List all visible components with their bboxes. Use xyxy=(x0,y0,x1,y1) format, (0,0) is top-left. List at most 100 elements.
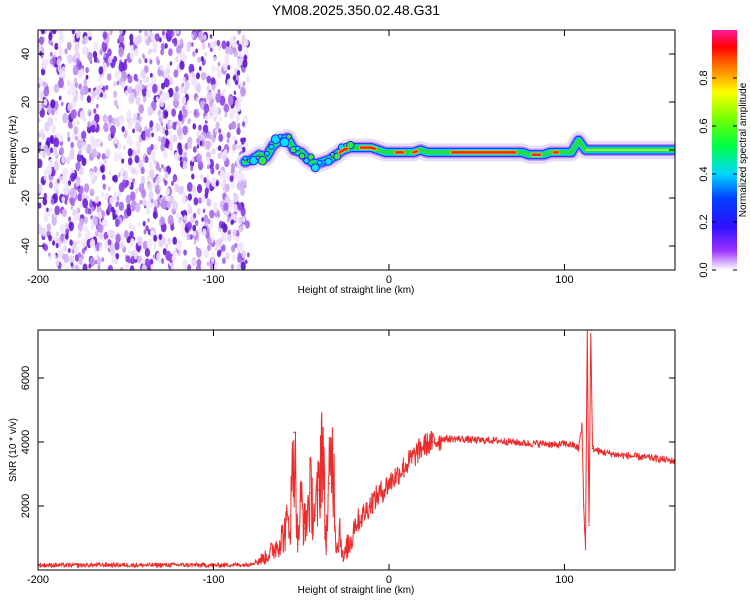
noise-speckle xyxy=(93,57,97,63)
snr-point xyxy=(72,564,74,566)
noise-speckle xyxy=(118,46,124,57)
noise-speckle xyxy=(144,155,149,163)
noise-speckle xyxy=(100,191,105,199)
spectrogram-ytick-label: -40 xyxy=(20,238,32,254)
noise-speckle xyxy=(76,32,80,39)
noise-speckle xyxy=(68,255,75,265)
noise-speckle xyxy=(209,209,215,219)
noise-speckle xyxy=(192,185,196,193)
snr-point xyxy=(572,444,574,447)
noise-speckle xyxy=(68,216,71,222)
noise-speckle xyxy=(160,65,164,71)
noise-speckle xyxy=(56,58,61,66)
noise-speckle xyxy=(180,161,184,168)
noise-speckle xyxy=(157,258,161,264)
noise-speckle xyxy=(41,132,46,140)
noise-speckle xyxy=(203,103,210,114)
noise-speckle xyxy=(231,163,235,170)
noise-speckle xyxy=(150,72,153,78)
noise-speckle xyxy=(76,153,82,163)
noise-speckle xyxy=(142,240,148,250)
noise-speckle xyxy=(85,66,89,74)
noise-speckle xyxy=(90,124,96,133)
noise-speckle xyxy=(67,132,70,137)
snr-point xyxy=(353,524,355,526)
noise-speckle xyxy=(62,167,69,178)
noise-speckle xyxy=(182,125,188,136)
noise-speckle xyxy=(183,215,188,221)
snr-ticks: -200 -100 0 100 2000 4000 6000 xyxy=(20,330,675,586)
noise-speckle xyxy=(79,86,86,97)
noise-speckle xyxy=(203,249,209,259)
noise-speckle xyxy=(78,149,82,155)
noise-speckle xyxy=(45,217,49,222)
noise-speckle xyxy=(144,248,150,257)
noise-speckle xyxy=(38,158,43,169)
noise-speckle xyxy=(84,145,88,150)
noise-speckle xyxy=(237,95,243,104)
noise-speckle xyxy=(149,258,154,266)
noise-speckle xyxy=(235,80,238,85)
noise-speckle xyxy=(147,174,151,182)
track-blob xyxy=(316,159,323,166)
noise-speckle xyxy=(192,123,197,130)
noise-speckle xyxy=(190,71,195,78)
noise-speckle xyxy=(235,114,241,123)
noise-speckle xyxy=(203,34,207,41)
noise-speckle xyxy=(149,59,153,65)
noise-speckle xyxy=(204,187,209,195)
noise-speckle xyxy=(61,175,65,182)
snr-point xyxy=(414,454,417,456)
noise-speckle xyxy=(129,33,134,42)
noise-speckle xyxy=(102,114,108,123)
snr-point xyxy=(325,543,327,546)
snr-point xyxy=(289,514,292,517)
noise-speckle xyxy=(57,42,61,48)
noise-speckle xyxy=(129,92,136,103)
noise-speckle xyxy=(211,65,216,73)
noise-speckle xyxy=(139,199,143,205)
noise-speckle xyxy=(187,141,193,150)
noise-speckle xyxy=(130,118,134,126)
noise-speckle xyxy=(129,265,135,270)
noise-speckle xyxy=(204,51,207,57)
noise-speckle xyxy=(224,183,230,192)
noise-speckle xyxy=(198,66,202,71)
noise-speckle xyxy=(196,184,203,194)
snr-frame xyxy=(37,329,676,571)
snr-point xyxy=(300,498,303,501)
noise-speckle xyxy=(230,264,235,270)
snr-point xyxy=(379,492,382,495)
noise-speckle xyxy=(236,70,241,76)
noise-speckle xyxy=(67,103,72,112)
noise-speckle xyxy=(157,174,162,183)
snr-xtick-label: -100 xyxy=(202,574,224,586)
noise-speckle xyxy=(195,246,199,251)
track-blob xyxy=(346,140,355,150)
noise-speckle xyxy=(113,152,120,163)
noise-speckle xyxy=(142,54,146,60)
noise-speckle xyxy=(116,104,119,110)
noise-speckle xyxy=(38,88,42,97)
snr-point xyxy=(511,441,513,443)
noise-speckle xyxy=(145,225,149,232)
snr-point xyxy=(335,546,338,549)
noise-speckle xyxy=(58,30,64,36)
noise-speckle xyxy=(210,177,217,187)
colorbar-tick-label: 0.2 xyxy=(698,214,710,229)
noise-speckle xyxy=(124,261,130,270)
noise-speckle xyxy=(95,230,99,237)
noise-speckle xyxy=(138,159,144,169)
noise-speckle xyxy=(244,142,249,149)
noise-speckle xyxy=(128,248,131,254)
noise-speckle xyxy=(139,79,143,85)
noise-speckle xyxy=(196,247,202,258)
snr-point xyxy=(332,447,334,450)
noise-speckle xyxy=(153,242,157,248)
noise-speckle xyxy=(81,248,86,255)
noise-speckle xyxy=(119,232,125,240)
noise-speckle xyxy=(128,182,132,187)
noise-speckle xyxy=(163,91,170,101)
